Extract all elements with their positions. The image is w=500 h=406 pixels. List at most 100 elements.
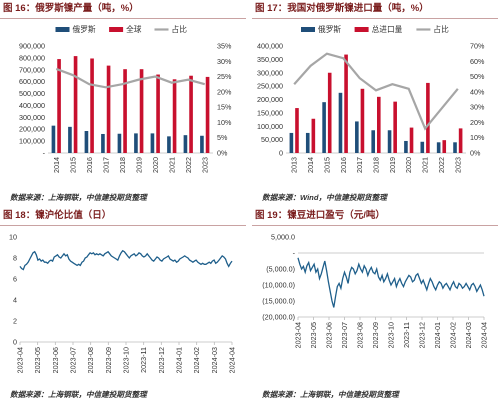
x-tick-label: 2023-11 xyxy=(402,322,411,348)
bar-俄罗斯 xyxy=(134,133,138,153)
bar-全球 xyxy=(123,69,127,153)
x-tick-label: 2019 xyxy=(388,157,397,173)
bar-俄罗斯 xyxy=(371,130,375,153)
x-tick-label: 2021 xyxy=(421,157,430,173)
bar-俄罗斯 xyxy=(101,133,105,153)
x-tick-label: 2024-02 xyxy=(449,322,458,348)
panel-18-title: 图 18：镍沪伦比值（日） xyxy=(0,207,246,226)
bar-全球 xyxy=(205,76,210,153)
legend-label: 俄罗斯 xyxy=(318,24,341,34)
y-tick-label: 2 xyxy=(13,317,17,326)
y-left-tick-label: 600,000 xyxy=(19,77,45,86)
x-tick-label: 2023-06 xyxy=(325,322,334,348)
x-tick-label: 2014 xyxy=(306,157,315,173)
legend-label: 俄罗斯 xyxy=(73,24,96,34)
x-tick-label: 2023 xyxy=(453,157,462,173)
panel-18-source: 数据来源：上海钢联，中信建投期货整理 xyxy=(10,390,147,399)
y-left-tick-label: 300,000 xyxy=(257,68,283,77)
x-tick-label: 2023-05 xyxy=(309,322,318,348)
legend-label: 全球 xyxy=(126,24,142,34)
y-right-tick-label: 0% xyxy=(217,149,228,158)
bar-俄罗斯 xyxy=(305,132,310,153)
x-tick-label: 2018 xyxy=(118,157,127,173)
x-tick-label: 2016 xyxy=(339,157,348,173)
bar-全球 xyxy=(106,65,111,153)
x-tick-label: 2023-07 xyxy=(340,322,349,348)
bar-总进口量 xyxy=(377,96,381,153)
legend-label: 总进口量 xyxy=(372,24,403,34)
y-right-tick-label: 30% xyxy=(217,57,232,66)
bar-俄罗斯 xyxy=(338,92,343,153)
x-tick-label: 2023-06 xyxy=(51,347,60,373)
bar-俄罗斯 xyxy=(150,133,155,153)
x-tick-label: 2023-04 xyxy=(16,347,25,373)
series-line xyxy=(297,257,485,308)
nickel-bean-import-margin-chart: (20,000.0) (15,000.0) (10,000.0) (5,000.0) -… xyxy=(262,233,489,349)
y-left-tick-label: 100,000 xyxy=(257,122,283,131)
y-tick-label: 4 xyxy=(13,296,17,305)
x-tick-label: 2023-09 xyxy=(371,322,380,348)
x-tick-label: 2023 xyxy=(200,157,209,173)
y-left-tick-label: 200,000 xyxy=(257,95,283,104)
legend-swatch xyxy=(301,27,315,32)
bar-总进口量 xyxy=(393,101,397,153)
bar-俄罗斯 xyxy=(387,130,392,153)
share-line xyxy=(293,52,459,131)
bar-俄罗斯 xyxy=(420,141,425,153)
panel-17-title-text: 图 17：我国对俄罗斯镍进口量（吨，%） xyxy=(255,3,429,14)
bar-全球 xyxy=(156,74,160,153)
y-right-tick-label: 20% xyxy=(470,118,485,127)
x-tick-label: 2017 xyxy=(355,157,364,173)
bar-俄罗斯 xyxy=(404,140,408,153)
x-tick-label: 2023-05 xyxy=(33,347,42,373)
bar-全球 xyxy=(139,69,144,153)
y-left-tick-label: 0 xyxy=(279,149,283,158)
y-left-tick-label: 350,000 xyxy=(257,55,283,64)
x-tick-label: 2015 xyxy=(68,157,77,173)
bar-全球 xyxy=(172,79,177,153)
x-tick-label: 2024-03 xyxy=(464,322,473,348)
y-tick-label: 6 xyxy=(13,275,17,284)
legend-swatch xyxy=(109,27,124,32)
y-left-tick-label: 500,000 xyxy=(19,89,45,98)
y-left-tick-label: 250,000 xyxy=(257,82,283,91)
bar-俄罗斯 xyxy=(355,121,359,153)
y-right-tick-label: 50% xyxy=(470,72,485,81)
y-right-tick-label: 25% xyxy=(217,72,232,81)
y-tick-label: (5,000.0) xyxy=(266,265,295,274)
bar-俄罗斯 xyxy=(200,135,204,153)
shfe-lme-ratio-chart: 0 2 4 6 8 10 2023-04 2023-05 2023-06 2023-07 2023-… xyxy=(9,233,237,374)
x-tick-label: 2020 xyxy=(151,157,160,173)
x-tick-label: 2023-08 xyxy=(86,347,95,373)
y-left-tick-label: 200,000 xyxy=(19,125,45,134)
y-left-tick-label: 400,000 xyxy=(19,101,45,110)
bar-全球 xyxy=(90,58,94,153)
x-tick-label: 2015 xyxy=(322,157,331,173)
x-tick-label: 2023-10 xyxy=(122,347,131,373)
x-tick-label: 2023-08 xyxy=(356,322,365,348)
x-tick-label: 2013 xyxy=(290,157,299,173)
y-tick-label: (20,000.0) xyxy=(262,313,295,322)
panel-18-title-text: 图 18：镍沪伦比值（日） xyxy=(3,210,112,221)
y-right-tick-label: 10% xyxy=(470,133,485,142)
y-right-tick-label: 40% xyxy=(470,87,485,96)
y-tick-label: - xyxy=(293,249,296,258)
x-tick-label: 2024-02 xyxy=(192,347,201,373)
y-right-tick-label: 20% xyxy=(217,87,232,96)
x-tick-label: 2016 xyxy=(85,157,94,173)
bar-总进口量 xyxy=(409,127,414,153)
y-tick-label: (10,000.0) xyxy=(262,281,295,290)
y-right-tick-label: 35% xyxy=(217,42,232,51)
y-right-tick-label: 70% xyxy=(470,42,485,51)
x-tick-label: 2024-04 xyxy=(480,322,489,348)
bar-总进口量 xyxy=(426,82,430,153)
legend-swatch xyxy=(55,27,70,32)
x-tick-label: 2014 xyxy=(52,157,61,173)
y-right-tick-label: 60% xyxy=(470,57,485,66)
bar-俄罗斯 xyxy=(436,142,441,153)
x-tick-label: 2021 xyxy=(167,157,176,173)
bar-俄罗斯 xyxy=(68,126,72,153)
x-tick-label: 2023-09 xyxy=(104,347,113,373)
y-right-tick-label: 30% xyxy=(470,103,485,112)
